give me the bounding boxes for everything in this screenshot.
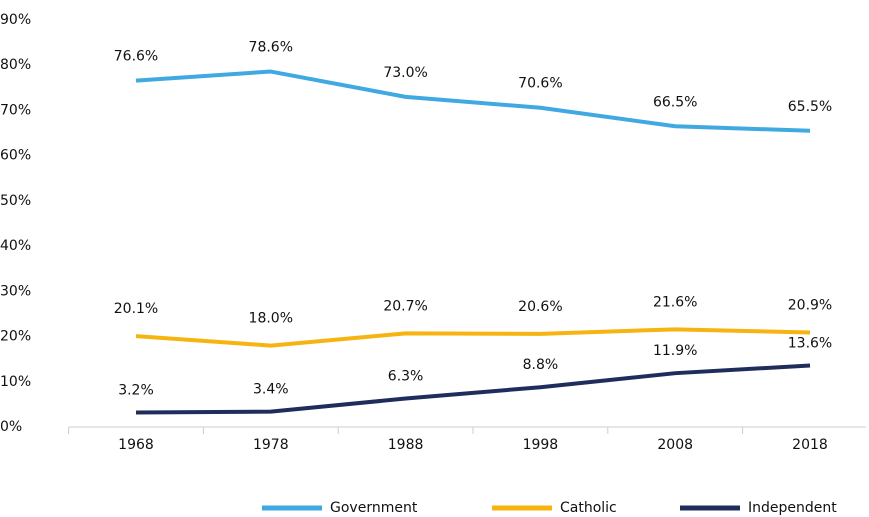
data-label: 3.4% — [253, 382, 289, 398]
legend-label: Independent — [748, 500, 837, 516]
y-tick-label: 90% — [0, 12, 31, 28]
y-tick-label: 70% — [0, 102, 31, 118]
data-label: 21.6% — [653, 294, 697, 310]
series-line — [135, 327, 811, 348]
y-tick-label: 30% — [0, 283, 31, 299]
data-label: 65.5% — [788, 99, 832, 115]
data-label: 13.6% — [788, 335, 832, 351]
data-label: 3.2% — [118, 383, 154, 399]
x-tick-label: 2008 — [657, 437, 693, 453]
data-label: 8.8% — [523, 357, 559, 373]
y-tick-label: 60% — [0, 148, 31, 164]
y-tick-label: 40% — [0, 238, 31, 254]
data-label: 11.9% — [653, 343, 697, 359]
data-label: 73.0% — [383, 65, 427, 81]
legend-label: Government — [330, 500, 418, 516]
series-line — [135, 69, 811, 133]
data-label: 66.5% — [653, 94, 697, 110]
x-tick-label: 1968 — [118, 437, 154, 453]
x-tick-label: 1978 — [253, 437, 289, 453]
legend-label: Catholic — [560, 500, 617, 516]
x-tick-label: 2018 — [792, 437, 828, 453]
data-label: 78.6% — [249, 40, 293, 56]
data-label: 20.1% — [114, 301, 158, 317]
y-tick-label: 20% — [0, 329, 31, 345]
y-tick-label: 50% — [0, 193, 31, 209]
x-tick-label: 1998 — [523, 437, 559, 453]
data-label: 18.0% — [249, 311, 293, 327]
series-line — [135, 363, 811, 415]
data-label: 70.6% — [518, 76, 562, 92]
x-tick-label: 1988 — [388, 437, 424, 453]
data-label: 20.7% — [383, 298, 427, 314]
data-label: 76.6% — [114, 49, 158, 65]
y-tick-label: 80% — [0, 57, 31, 73]
y-tick-label: 10% — [0, 374, 31, 390]
data-label: 6.3% — [388, 369, 424, 385]
y-tick-label: 0% — [0, 419, 22, 435]
data-label: 20.9% — [788, 297, 832, 313]
data-label: 20.6% — [518, 299, 562, 315]
